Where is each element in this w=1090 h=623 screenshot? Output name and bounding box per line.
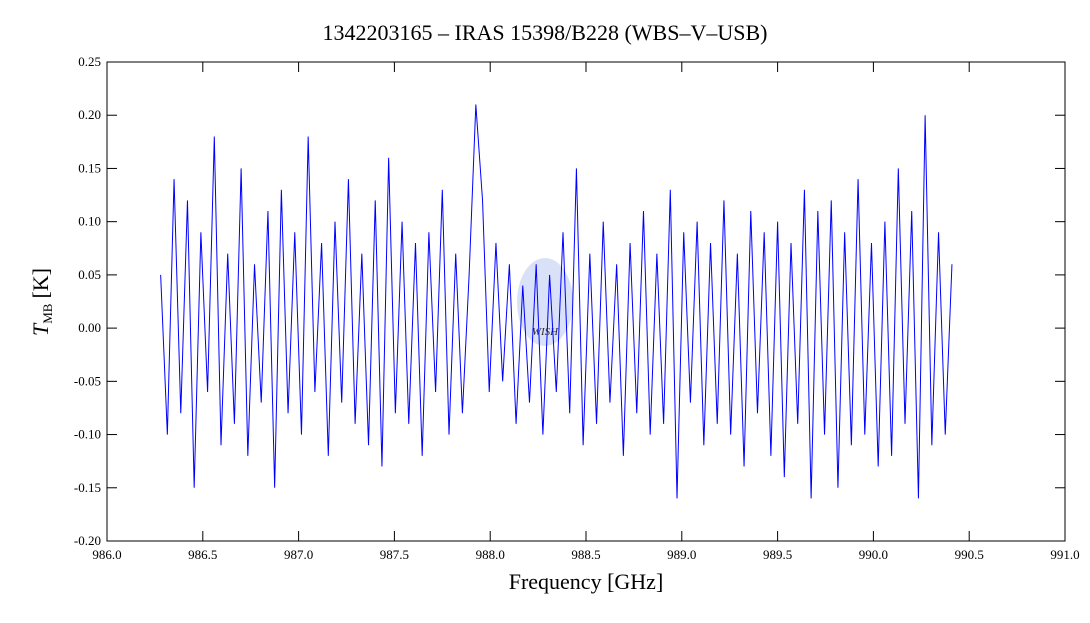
x-tick-label: 987.0 [284, 547, 313, 562]
x-tick-label: 988.0 [476, 547, 505, 562]
y-label-subscript: MB [40, 303, 55, 324]
x-tick-label: 991.0 [1050, 547, 1079, 562]
watermark: WISH [532, 326, 559, 338]
x-tick-label: 989.0 [667, 547, 696, 562]
y-tick-label: 0.15 [78, 160, 101, 175]
x-tick-label: 990.5 [955, 547, 984, 562]
y-tick-label: 0.25 [78, 54, 101, 69]
x-tick-label: 986.5 [188, 547, 217, 562]
x-tick-label: 986.0 [92, 547, 121, 562]
y-label-symbol: T [28, 322, 53, 336]
x-tick-label: 987.5 [380, 547, 409, 562]
x-tick-label: 990.0 [859, 547, 888, 562]
y-tick-label: 0.20 [78, 107, 101, 122]
x-tick-label: 988.5 [571, 547, 600, 562]
y-tick-label: 0.10 [78, 214, 101, 229]
y-tick-label: 0.00 [78, 320, 101, 335]
chart-title: 1342203165 – IRAS 15398/B228 (WBS–V–USB) [323, 20, 768, 45]
spectrum-line [160, 104, 953, 499]
y-label-unit: [K] [28, 268, 53, 299]
x-tick-label: 989.5 [763, 547, 792, 562]
x-axis-label: Frequency [GHz] [509, 569, 664, 594]
y-axis-label: TMB [K] [28, 268, 55, 336]
y-tick-label: -0.05 [74, 373, 101, 388]
y-tick-label: 0.05 [78, 267, 101, 282]
y-tick-label: -0.15 [74, 480, 101, 495]
y-tick-label: -0.10 [74, 427, 101, 442]
y-tick-label: -0.20 [74, 533, 101, 548]
